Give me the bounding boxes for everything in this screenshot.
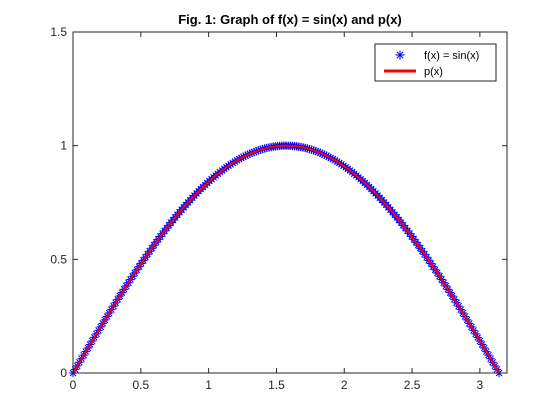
y-tick-label: 1 xyxy=(60,139,67,153)
legend-asterisk-icon xyxy=(395,50,405,60)
x-tick-label: 1 xyxy=(205,378,212,392)
legend-label-sin: f(x) = sin(x) xyxy=(424,50,479,62)
axes-box xyxy=(72,31,508,374)
y-tick-label: 0 xyxy=(60,366,67,380)
x-tick-label: 0.5 xyxy=(132,378,149,392)
legend-marker-asterisk xyxy=(395,50,405,60)
legend-box xyxy=(374,43,497,82)
y-tick-label: 0.5 xyxy=(50,252,67,266)
legend[interactable]: f(x) = sin(x) p(x) xyxy=(374,43,497,82)
chart-title: Fig. 1: Graph of f(x) = sin(x) and p(x) xyxy=(178,12,402,27)
axis-ticks: 0 0.5 1 1.5 2 2.5 3 0 0.5 1 1.5 xyxy=(50,25,507,392)
y-tick-label: 1.5 xyxy=(50,25,67,39)
plot-area xyxy=(73,32,507,373)
series-p-line xyxy=(72,144,500,374)
series-layer xyxy=(68,141,504,378)
x-tick-label: 3 xyxy=(477,378,484,392)
x-tick-label: 2 xyxy=(341,378,348,392)
legend-label-p: p(x) xyxy=(424,66,443,78)
x-tick-label: 1.5 xyxy=(268,378,285,392)
x-tick-label: 2.5 xyxy=(404,378,421,392)
x-tick-label: 0 xyxy=(70,378,77,392)
